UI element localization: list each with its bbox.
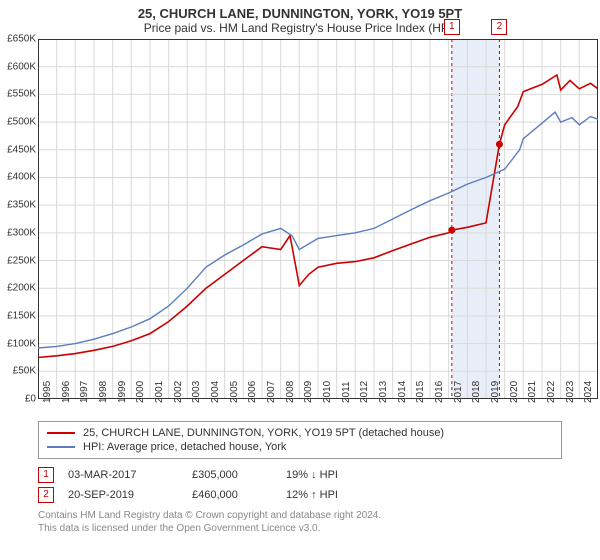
page-subtitle: Price paid vs. HM Land Registry's House … — [0, 21, 600, 39]
x-axis-label: 1998 — [96, 381, 109, 403]
y-axis-label: £300K — [7, 227, 38, 238]
x-axis-label: 2007 — [264, 381, 277, 403]
page-title: 25, CHURCH LANE, DUNNINGTON, YORK, YO19 … — [0, 0, 600, 21]
x-axis-label: 2004 — [208, 381, 221, 403]
y-axis-label: £100K — [7, 338, 38, 349]
chart-sale-marker: 1 — [444, 19, 460, 35]
y-axis-label: £400K — [7, 172, 38, 183]
chart-area: £0£50K£100K£150K£200K£250K£300K£350K£400… — [38, 39, 598, 399]
legend-swatch-hpi — [47, 446, 75, 448]
legend-swatch-price — [47, 432, 75, 434]
x-axis-label: 2021 — [525, 381, 538, 403]
x-axis-label: 2018 — [469, 381, 482, 403]
y-axis-label: £550K — [7, 89, 38, 100]
y-axis-label: £250K — [7, 255, 38, 266]
x-axis-label: 2014 — [395, 381, 408, 403]
footer-line: Contains HM Land Registry data © Crown c… — [38, 509, 562, 522]
x-axis-label: 2020 — [507, 381, 520, 403]
sale-date: 20-SEP-2019 — [68, 489, 178, 501]
x-axis-label: 2023 — [563, 381, 576, 403]
sale-date: 03-MAR-2017 — [68, 469, 178, 481]
sale-diff: 12% ↑ HPI — [286, 489, 376, 501]
x-axis-label: 2005 — [227, 381, 240, 403]
x-axis-label: 2002 — [171, 381, 184, 403]
legend-item: HPI: Average price, detached house, York — [47, 440, 553, 454]
y-axis-label: £0 — [25, 394, 38, 405]
x-axis-label: 1997 — [77, 381, 90, 403]
x-axis-label: 2024 — [581, 381, 594, 403]
x-axis-label: 2003 — [189, 381, 202, 403]
y-axis-label: £450K — [7, 144, 38, 155]
sale-diff: 19% ↓ HPI — [286, 469, 376, 481]
y-axis-label: £50K — [13, 366, 38, 377]
x-axis-label: 1996 — [59, 381, 72, 403]
legend-label: 25, CHURCH LANE, DUNNINGTON, YORK, YO19 … — [83, 427, 444, 439]
line-chart-svg — [38, 39, 598, 399]
x-axis-label: 2013 — [376, 381, 389, 403]
x-axis-label: 1999 — [115, 381, 128, 403]
y-axis-label: £650K — [7, 34, 38, 45]
x-axis-label: 2015 — [413, 381, 426, 403]
sale-row: 2 20-SEP-2019 £460,000 12% ↑ HPI — [38, 485, 562, 505]
sales-table: 1 03-MAR-2017 £305,000 19% ↓ HPI 2 20-SE… — [38, 465, 562, 505]
chart-sale-marker: 2 — [491, 19, 507, 35]
sale-row: 1 03-MAR-2017 £305,000 19% ↓ HPI — [38, 465, 562, 485]
footer-line: This data is licensed under the Open Gov… — [38, 522, 562, 535]
legend-item: 25, CHURCH LANE, DUNNINGTON, YORK, YO19 … — [47, 426, 553, 440]
x-axis-label: 2022 — [544, 381, 557, 403]
sale-price: £305,000 — [192, 469, 272, 481]
x-axis-label: 1995 — [40, 381, 53, 403]
sale-price: £460,000 — [192, 489, 272, 501]
x-axis-label: 2019 — [488, 381, 501, 403]
x-axis-label: 2008 — [283, 381, 296, 403]
sale-marker-icon: 2 — [38, 487, 54, 503]
y-axis-label: £350K — [7, 200, 38, 211]
x-axis-label: 2006 — [245, 381, 258, 403]
legend-label: HPI: Average price, detached house, York — [83, 441, 286, 453]
y-axis-label: £200K — [7, 283, 38, 294]
y-axis-label: £150K — [7, 310, 38, 321]
y-axis-label: £600K — [7, 61, 38, 72]
x-axis-label: 2001 — [152, 381, 165, 403]
footer: Contains HM Land Registry data © Crown c… — [38, 509, 562, 535]
legend: 25, CHURCH LANE, DUNNINGTON, YORK, YO19 … — [38, 421, 562, 459]
sale-marker-icon: 1 — [38, 467, 54, 483]
x-axis-label: 2011 — [339, 381, 352, 403]
x-axis-label: 2010 — [320, 381, 333, 403]
x-axis-label: 2009 — [301, 381, 314, 403]
y-axis-label: £500K — [7, 117, 38, 128]
x-axis-label: 2017 — [451, 381, 464, 403]
x-axis-label: 2016 — [432, 381, 445, 403]
x-axis-label: 2012 — [357, 381, 370, 403]
x-axis-label: 2000 — [133, 381, 146, 403]
